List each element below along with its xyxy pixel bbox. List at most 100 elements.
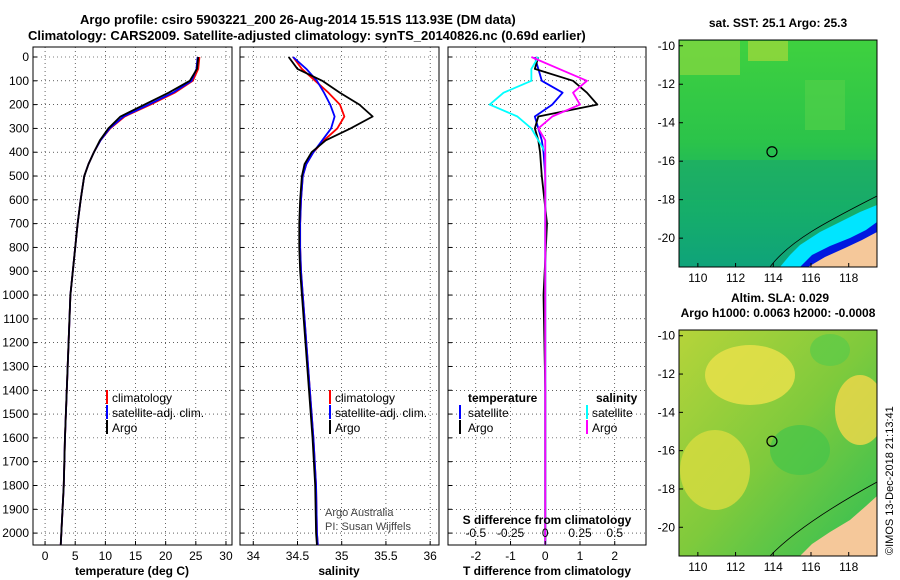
sst-land <box>808 232 877 267</box>
difference-plot-frame <box>447 46 647 546</box>
x-tick-label: 15 <box>129 549 143 563</box>
map-lat-label: -14 <box>658 405 676 419</box>
credit-line1: Argo Australia <box>325 507 394 519</box>
series-line-salinity-argo <box>531 56 588 545</box>
sst-map-frame <box>678 39 878 268</box>
map-lat-label: -10 <box>658 39 676 53</box>
series-line-argo <box>59 56 200 546</box>
depth-tick-label: 700 <box>9 217 29 231</box>
depth-tick-label: 1100 <box>3 312 29 326</box>
legend-s-satellite-label: satellite <box>592 406 633 420</box>
map-lat-label: -18 <box>658 482 676 496</box>
map-lat-label: -12 <box>658 77 676 91</box>
depth-tick-label: 1500 <box>2 407 29 421</box>
x-tick-label: 0 <box>542 549 549 563</box>
sla-low-anomaly <box>770 425 830 475</box>
x-tick-label: 0 <box>42 549 49 563</box>
sla-high-anomaly <box>680 430 750 510</box>
sla-map-ticks: 110 112 114 116 118 -10 -12 -14 -16 -18 -20 <box>658 329 859 574</box>
depth-y-ticks: 0 100 200 300 400 500 600 700 800 900 1000 1100 1200… <box>2 50 29 540</box>
difference-series <box>488 56 599 545</box>
sst-map-panel: sat. SST: 25.1 Argo: 25.3 110 112 114 116 11… <box>658 16 878 285</box>
legend-satellite-label: satellite-adj. clim. <box>112 406 204 420</box>
map-lon-label: 116 <box>801 560 820 574</box>
depth-tick-label: 800 <box>9 240 29 254</box>
sla-map-title: Altim. SLA: 0.029 <box>731 291 829 305</box>
depth-tick-label: 1300 <box>2 359 29 373</box>
salinity-x-ticks: 34 34.5 35 35.5 36 <box>247 541 437 563</box>
s-difference-x-label: S difference from climatology <box>463 513 632 527</box>
sla-map-field <box>679 330 877 556</box>
legend-salinity-title: salinity <box>596 391 638 405</box>
temperature-x-ticks: 0 5 10 15 20 25 30 <box>42 541 233 563</box>
depth-tick-label: 1400 <box>2 383 29 397</box>
salinity-panel: 34 34.5 35 35.5 36 salinity climatology sate… <box>239 46 440 578</box>
sst-argo-position-marker <box>766 146 778 158</box>
legend-t-satellite-label: satellite <box>468 406 509 420</box>
depth-tick-label: 400 <box>9 145 29 159</box>
depth-tick-label: 1900 <box>2 502 29 516</box>
sla-high-anomaly <box>705 345 795 405</box>
depth-tick-label: 1000 <box>2 288 29 302</box>
map-lon-label: 114 <box>764 271 783 285</box>
salinity-grid <box>240 47 439 545</box>
salinity-legend: climatology satellite-adj. clim. Argo <box>329 390 427 435</box>
x-tick-label: 34 <box>247 549 261 563</box>
legend-argo-label: Argo <box>335 421 361 435</box>
salinity-series <box>287 56 374 546</box>
depth-tick-label: 1800 <box>2 478 29 492</box>
map-lat-label: -18 <box>658 193 676 207</box>
depth-tick-label: 1700 <box>2 455 29 469</box>
map-lat-label: -20 <box>658 520 676 534</box>
credit-line2: PI: Susan Wijffels <box>325 521 411 533</box>
sst-map-field <box>679 40 877 267</box>
depth-tick-label: 300 <box>9 121 29 135</box>
depth-tick-label: 2000 <box>2 526 29 540</box>
difference-legend: temperature satellite Argo salinity sate… <box>459 391 638 435</box>
temperature-series <box>59 56 201 546</box>
sla-map-panel: Altim. SLA: 0.029 Argo h1000: 0.0063 h20… <box>658 291 878 574</box>
s-tick-label: 0.25 <box>568 526 592 540</box>
depth-tick-label: 1200 <box>2 336 29 350</box>
legend-s-argo-label: Argo <box>592 421 618 435</box>
x-tick-label: -2 <box>470 549 481 563</box>
sst-map-ticks: 110 112 114 116 118 -10 -12 -14 -16 -18 -20 <box>658 39 859 285</box>
map-lon-label: 112 <box>726 560 745 574</box>
map-lon-label: 110 <box>688 560 707 574</box>
s-tick-label: -0.5 <box>465 526 486 540</box>
x-tick-label: 30 <box>219 549 233 563</box>
sla-argo-position-marker <box>766 435 778 447</box>
depth-tick-label: 1600 <box>2 431 29 445</box>
map-lon-label: 114 <box>764 560 783 574</box>
map-lon-label: 116 <box>801 271 820 285</box>
sla-isobath <box>769 481 877 556</box>
sla-low-anomaly <box>810 334 850 366</box>
x-tick-label: 2 <box>611 549 618 563</box>
map-lat-label: -10 <box>658 329 676 343</box>
s-tick-label: -0.25 <box>497 526 525 540</box>
depth-tick-label: 0 <box>22 50 29 64</box>
depth-tick-label: 900 <box>9 264 29 278</box>
temperature-x-label: temperature (deg C) <box>75 564 189 578</box>
sla-map-frame <box>678 329 878 557</box>
sst-warm-patch <box>805 80 845 130</box>
legend-climatology-label: climatology <box>335 391 395 405</box>
map-lat-label: -20 <box>658 231 676 245</box>
depth-tick-label: 200 <box>9 98 29 112</box>
map-lat-label: -16 <box>658 154 676 168</box>
legend-argo-label: Argo <box>112 421 138 435</box>
sla-map-subtitle: Argo h1000: 0.0063 h2000: -0.0008 <box>681 306 876 320</box>
imos-watermark: ©IMOS 13-Dec-2018 21:13:41 <box>884 406 896 555</box>
s-tick-label: 0 <box>542 526 549 540</box>
difference-x-ticks: -2 -1 0 1 2 <box>470 541 618 563</box>
temperature-plot-frame <box>32 46 233 546</box>
map-lon-label: 110 <box>688 271 707 285</box>
temperature-panel: 0 5 10 15 20 25 30 0 100 200 300 400 500 600 700 800 90… <box>2 46 233 578</box>
x-tick-label: 34.5 <box>286 549 310 563</box>
legend-temperature-title: temperature <box>468 391 538 405</box>
x-tick-label: -1 <box>505 549 516 563</box>
x-tick-label: 5 <box>72 549 79 563</box>
x-tick-label: 20 <box>159 549 173 563</box>
salinity-plot-frame <box>239 46 440 546</box>
